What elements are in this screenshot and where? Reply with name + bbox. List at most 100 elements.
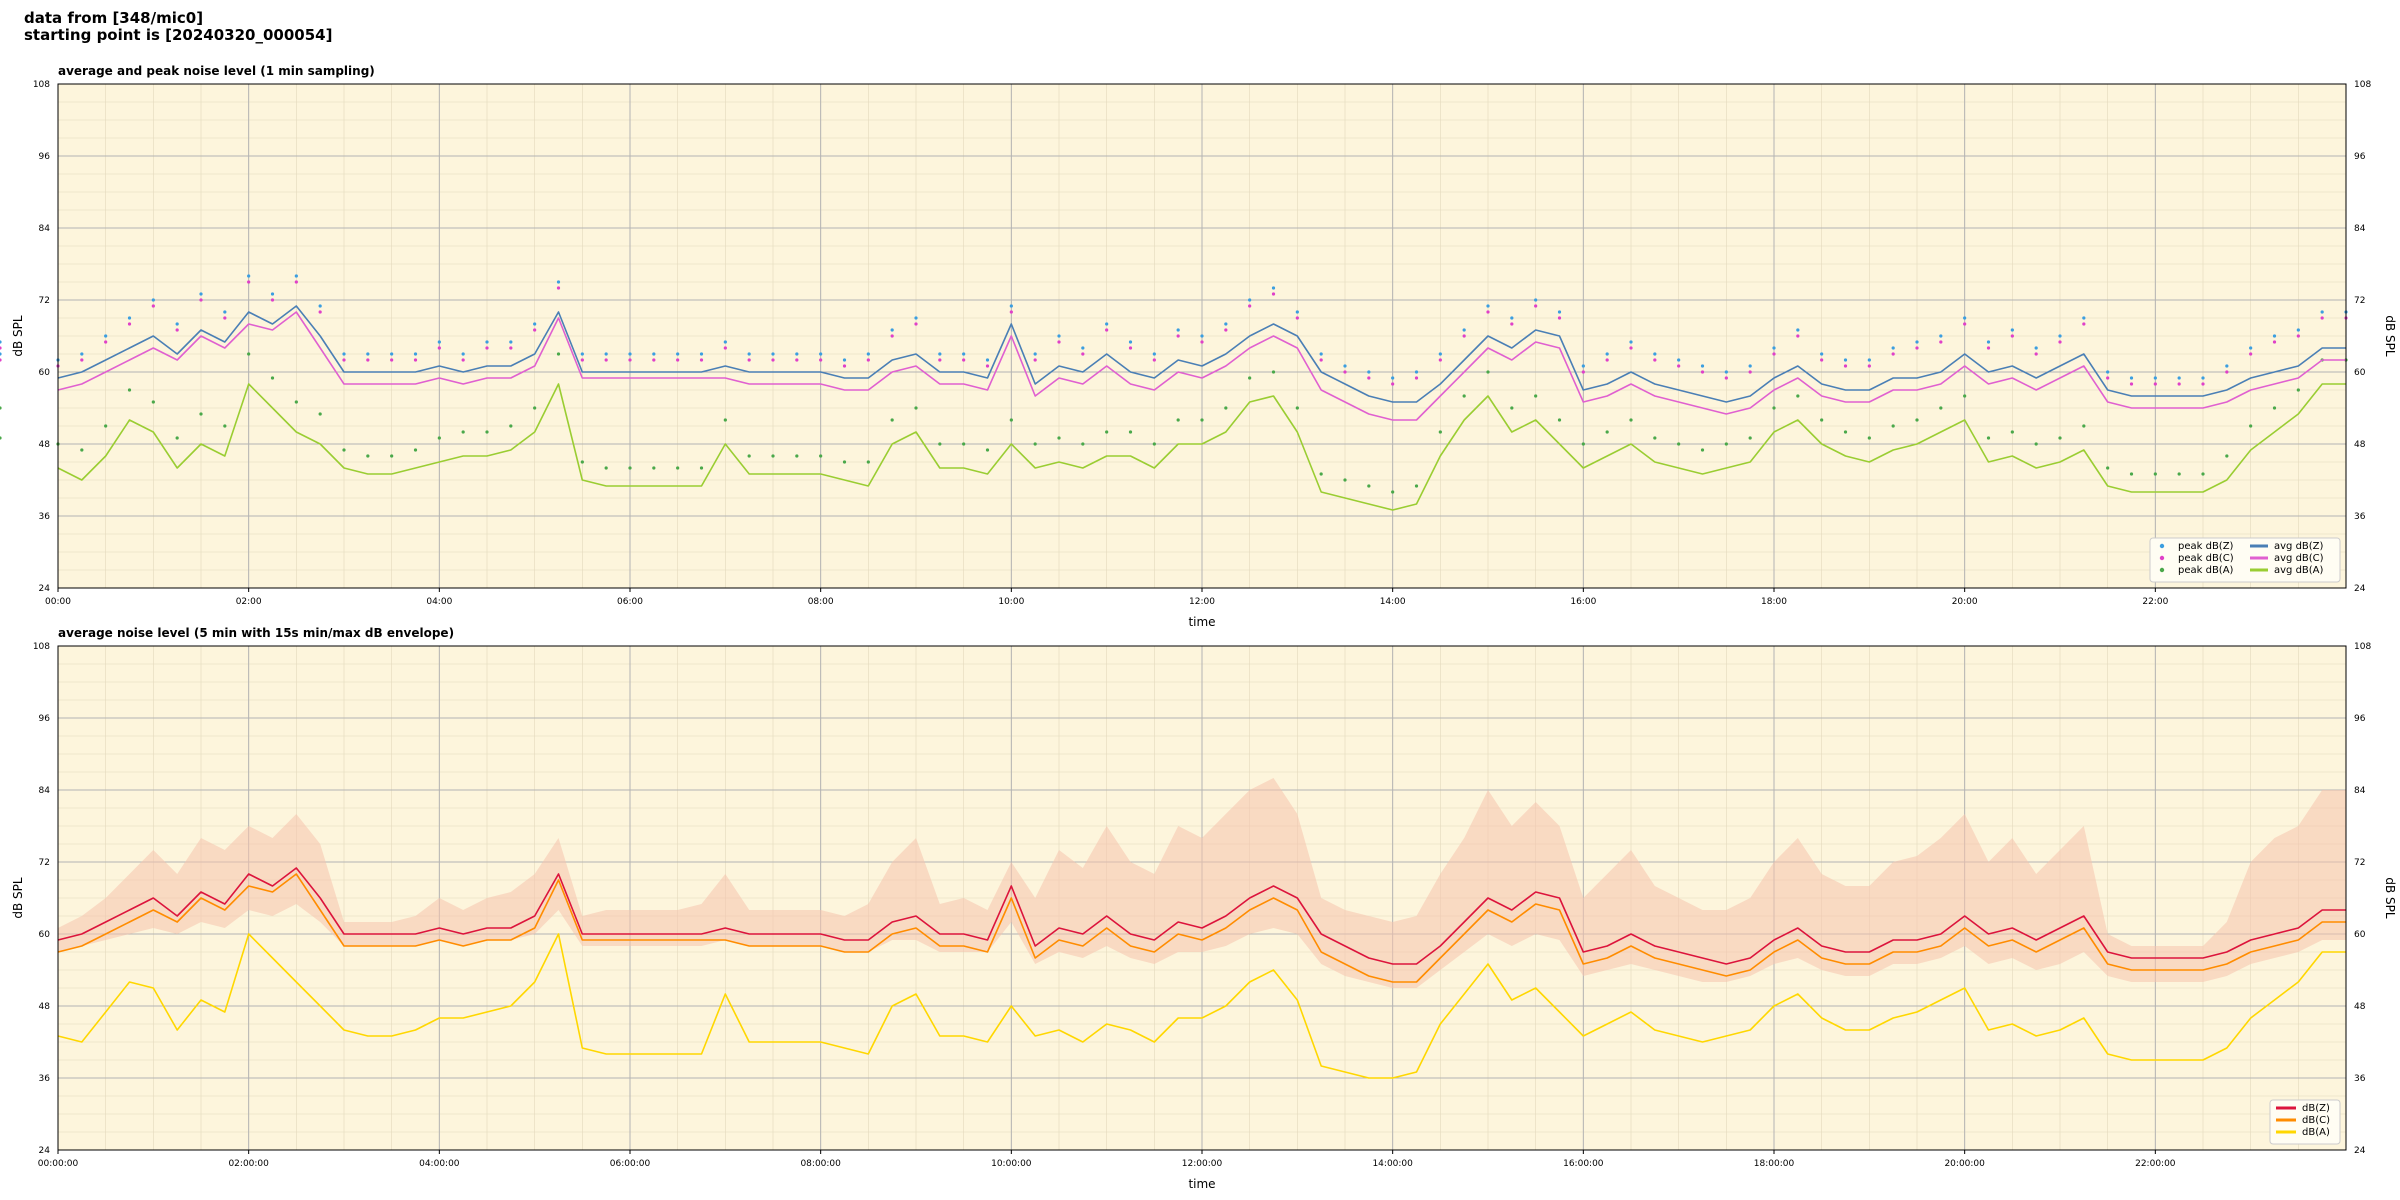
point-peak-db-z	[485, 340, 489, 344]
legend: dB(Z)dB(C)dB(A)	[2269, 1099, 2341, 1145]
point-peak-db-a	[413, 448, 418, 452]
point-peak-db-z	[938, 352, 942, 356]
point-peak-db-c	[1200, 340, 1204, 344]
x-tick-label: 04:00	[426, 597, 452, 607]
point-peak-db-z	[1891, 346, 1895, 350]
point-peak-db-c	[127, 322, 132, 326]
point-peak-db-a	[2058, 436, 2062, 440]
legend-marker	[2159, 543, 2165, 549]
point-peak-db-c	[842, 364, 847, 368]
point-peak-db-a	[2296, 388, 2300, 392]
point-peak-db-c	[985, 364, 990, 368]
point-peak-db-c	[1319, 358, 1323, 362]
point-peak-db-z	[795, 352, 799, 356]
point-peak-db-c	[2034, 352, 2038, 356]
point-peak-db-z	[1629, 340, 1633, 344]
point-peak-db-z	[723, 340, 727, 344]
point-peak-db-a	[1796, 394, 1800, 398]
point-peak-db-z	[1033, 352, 1037, 356]
point-peak-db-c	[938, 358, 942, 362]
point-peak-db-z	[318, 304, 322, 308]
point-peak-db-c	[0, 346, 2, 350]
point-peak-db-a	[1772, 406, 1776, 410]
point-peak-db-a	[151, 400, 155, 404]
x-tick-label: 04:00:00	[419, 1159, 460, 1169]
point-peak-db-c	[509, 346, 513, 350]
point-peak-db-c	[294, 280, 298, 284]
point-peak-db-a	[1271, 370, 1276, 374]
point-peak-db-z	[1653, 352, 1657, 356]
point-peak-db-a	[0, 406, 2, 410]
y-axis-label: dB SPL	[11, 315, 25, 357]
point-peak-db-a	[1367, 484, 1371, 488]
point-peak-db-a	[1152, 442, 1156, 446]
point-peak-db-a	[1605, 430, 1609, 434]
point-peak-db-c	[1963, 322, 1967, 326]
point-peak-db-c	[461, 358, 465, 362]
point-peak-db-z	[2082, 316, 2086, 320]
point-peak-db-z	[294, 274, 298, 278]
y-tick-label: 36	[39, 512, 51, 522]
point-peak-db-a	[1724, 442, 1728, 446]
y-tick-label-right: 72	[2354, 296, 2365, 306]
y-tick-label-right: 84	[2354, 224, 2366, 234]
point-peak-db-z	[1343, 364, 1347, 368]
point-peak-db-a	[580, 460, 584, 464]
point-peak-db-z	[962, 352, 966, 356]
point-peak-db-a	[771, 454, 775, 458]
point-peak-db-c	[366, 358, 370, 362]
point-peak-db-z	[1772, 346, 1776, 350]
point-peak-db-a	[1200, 418, 1204, 422]
point-peak-db-z	[1224, 322, 1228, 326]
point-peak-db-z	[1128, 340, 1133, 344]
point-peak-db-c	[1271, 292, 1276, 296]
point-peak-db-z	[1939, 334, 1943, 338]
point-peak-db-z	[747, 352, 751, 356]
point-peak-db-a	[485, 430, 489, 434]
point-peak-db-a	[1843, 430, 1848, 434]
point-peak-db-c	[1891, 352, 1895, 356]
x-tick-label: 18:00:00	[1754, 1159, 1795, 1169]
point-peak-db-c	[2249, 352, 2253, 356]
point-peak-db-a	[604, 466, 608, 470]
point-peak-db-c	[723, 346, 727, 350]
point-peak-db-c	[1510, 322, 1514, 326]
point-peak-db-z	[556, 280, 561, 284]
point-peak-db-c	[1820, 358, 1824, 362]
point-peak-db-c	[580, 358, 584, 362]
point-peak-db-z	[390, 352, 394, 356]
point-peak-db-z	[2296, 328, 2300, 332]
point-peak-db-z	[1462, 328, 1466, 332]
point-peak-db-z	[533, 322, 537, 326]
point-peak-db-a	[985, 448, 990, 452]
point-peak-db-c	[962, 358, 966, 362]
point-peak-db-c	[2010, 334, 2014, 338]
point-peak-db-a	[127, 388, 132, 392]
point-peak-db-a	[1319, 472, 1323, 476]
point-peak-db-z	[1486, 304, 1490, 308]
point-peak-db-z	[151, 298, 155, 302]
point-peak-db-z	[1915, 340, 1919, 344]
point-peak-db-c	[485, 346, 489, 350]
point-peak-db-a	[1438, 430, 1442, 434]
x-tick-label: 08:00:00	[800, 1159, 841, 1169]
y-tick-label: 60	[39, 930, 51, 940]
point-peak-db-z	[1867, 358, 1871, 362]
point-peak-db-z	[1009, 304, 1013, 308]
point-peak-db-a	[1343, 478, 1347, 482]
point-peak-db-z	[175, 322, 179, 326]
x-tick-label: 12:00	[1189, 597, 1215, 607]
point-peak-db-z	[104, 334, 108, 338]
point-peak-db-z	[270, 292, 275, 296]
series-peak-db-a	[0, 352, 2348, 494]
point-peak-db-z	[1057, 334, 1061, 338]
point-peak-db-c	[1248, 304, 1252, 308]
point-peak-db-a	[270, 376, 275, 380]
y-tick-label: 24	[39, 1146, 51, 1156]
y-tick-label: 108	[33, 642, 50, 652]
point-peak-db-c	[1557, 316, 1562, 320]
point-peak-db-c	[1534, 304, 1538, 308]
point-peak-db-z	[1796, 328, 1800, 332]
point-peak-db-z	[1081, 346, 1085, 350]
